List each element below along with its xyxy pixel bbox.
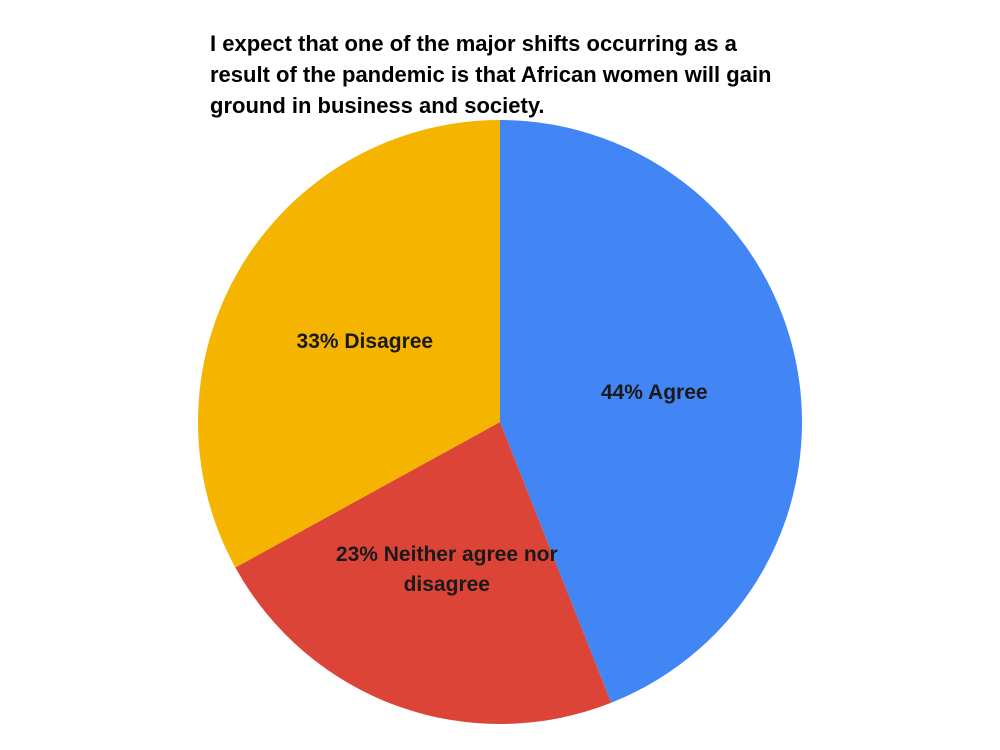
slice-label: 33% Disagree	[296, 330, 434, 354]
pie-slice	[500, 120, 803, 703]
slice-label: 44% Agree	[600, 380, 708, 404]
chart-title: I expect that one of the major shifts oc…	[210, 31, 772, 118]
slice-label: 23% Neither agree nor disagree	[335, 542, 558, 596]
pie-slice	[235, 422, 612, 724]
pie-slice	[197, 119, 501, 568]
